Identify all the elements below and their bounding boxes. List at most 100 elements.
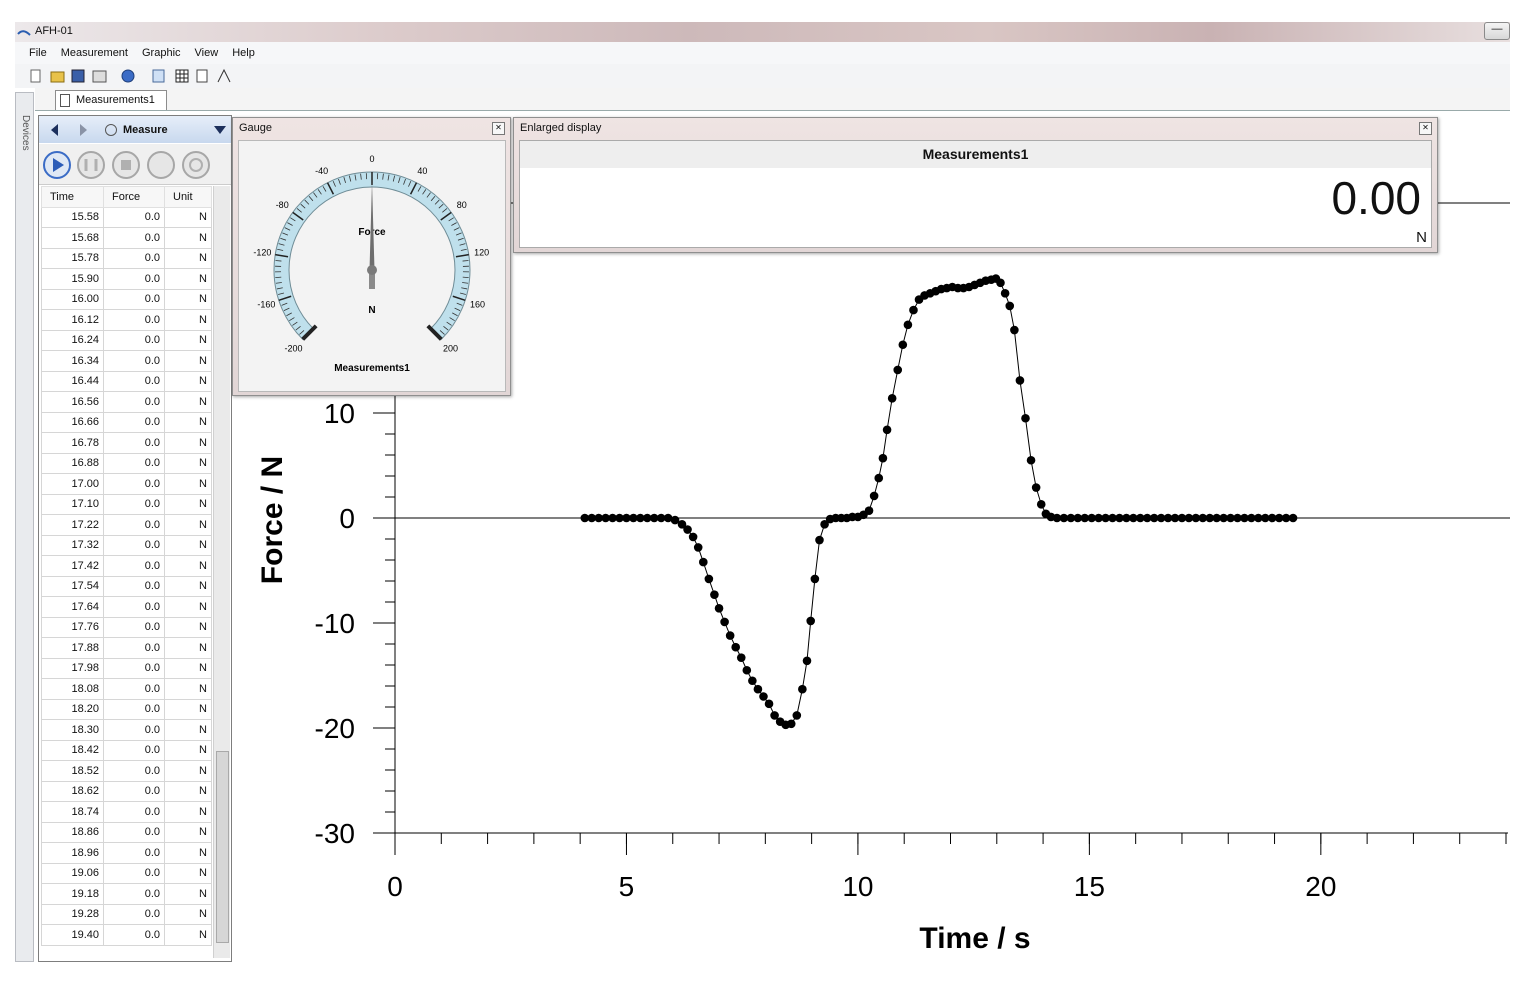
toolbar-icons (30, 68, 231, 83)
data-point (996, 278, 1005, 288)
table-row[interactable]: 18.08 0.0 N (41, 678, 212, 700)
menu-item[interactable]: Measurement (60, 47, 128, 59)
gauge-minor-tick (343, 177, 346, 184)
column-header[interactable]: Force (103, 186, 165, 208)
scroll-thumb[interactable] (216, 751, 229, 943)
table-row[interactable]: 17.32 0.0 N (41, 534, 212, 556)
table-row[interactable]: 17.76 0.0 N (41, 616, 212, 638)
table-row[interactable]: 17.00 0.0 N (41, 473, 212, 495)
window-title: Gauge (239, 122, 273, 134)
tab[interactable]: Measurements1 (55, 90, 167, 110)
gauge-minor-tick (281, 302, 288, 306)
table-row[interactable]: 17.42 0.0 N (41, 555, 212, 577)
data-point (802, 656, 812, 666)
data-point (786, 719, 796, 729)
scrollbar[interactable] (213, 186, 230, 958)
table-cell: 19.18 (41, 883, 104, 905)
table-row[interactable]: 17.22 0.0 N (41, 514, 212, 536)
table-cell: 0.0 (103, 411, 165, 433)
help-icon[interactable] (121, 69, 135, 83)
data-point (601, 513, 610, 523)
gauge-minor-tick (451, 222, 457, 226)
table-row[interactable]: 17.98 0.0 N (41, 657, 212, 679)
tab-label: Measurements1 (76, 94, 155, 106)
needle-stem (369, 270, 375, 289)
table-row[interactable]: 16.78 0.0 N (41, 432, 212, 454)
column-header[interactable]: Unit (164, 186, 212, 208)
gauge-minor-tick (308, 195, 314, 202)
table-cell: N (164, 637, 212, 659)
save-icon[interactable] (71, 69, 85, 83)
menu-item[interactable]: Help (232, 47, 255, 59)
print-icon[interactable] (92, 70, 107, 83)
data-point (731, 642, 741, 652)
table-cell: N (164, 493, 212, 515)
hand-button[interactable] (147, 151, 175, 179)
table-row[interactable]: 16.24 0.0 N (41, 329, 212, 351)
dropdown-arrow[interactable] (214, 126, 226, 134)
close-button[interactable]: ✕ (492, 122, 505, 135)
table-row[interactable]: 15.90 0.0 N (41, 268, 212, 290)
pause-button[interactable] (77, 151, 105, 179)
table-cell: N (164, 862, 212, 884)
table-row[interactable]: 17.88 0.0 N (41, 637, 212, 659)
table-row[interactable]: 19.18 0.0 N (41, 883, 212, 905)
table-row[interactable]: 15.68 0.0 N (41, 227, 212, 249)
table-cell: N (164, 801, 212, 823)
table-row[interactable]: 16.34 0.0 N (41, 350, 212, 372)
zoom-icon[interactable] (196, 69, 208, 83)
prev-arrow[interactable] (51, 124, 58, 136)
sidebar-label[interactable]: Devices (20, 115, 31, 151)
data-point (693, 543, 703, 552)
menu-item[interactable]: Graphic (142, 47, 181, 59)
table-row[interactable]: 19.40 0.0 N (41, 924, 212, 946)
table-row[interactable]: 17.54 0.0 N (41, 575, 212, 597)
minimize-button[interactable]: — (1484, 22, 1510, 40)
gauge-tick (426, 324, 443, 341)
table-cell: N (164, 206, 212, 228)
table-row[interactable]: 17.64 0.0 N (41, 596, 212, 618)
gauge-minor-tick (275, 260, 282, 262)
display-window: Enlarged display ✕ Measurements1 0.00 N (513, 117, 1438, 253)
table-row[interactable]: 18.42 0.0 N (41, 739, 212, 761)
table-row[interactable]: 19.28 0.0 N (41, 903, 212, 925)
column-header[interactable]: Time (41, 186, 104, 208)
graph-icon[interactable] (217, 68, 231, 83)
table-row[interactable]: 18.74 0.0 N (41, 801, 212, 823)
gauge-minor-tick (322, 186, 327, 192)
table-row[interactable]: 15.58 0.0 N (41, 206, 212, 228)
new-icon[interactable] (30, 69, 41, 83)
timer-button[interactable] (182, 151, 210, 179)
table-row[interactable]: 19.06 0.0 N (41, 862, 212, 884)
table-row[interactable]: 16.44 0.0 N (41, 370, 212, 392)
y-tick-label: -20 (315, 713, 355, 744)
table-icon[interactable] (175, 69, 189, 83)
table-row[interactable]: 18.20 0.0 N (41, 698, 212, 720)
data-point (810, 574, 820, 584)
table-cell: 17.22 (41, 514, 104, 536)
close-button[interactable]: ✕ (1419, 122, 1432, 135)
table-cell: N (164, 842, 212, 864)
copy-icon[interactable] (152, 69, 165, 83)
tab-icon (60, 94, 70, 107)
table-row[interactable]: 18.62 0.0 N (41, 780, 212, 802)
open-icon[interactable] (50, 71, 65, 83)
table-row[interactable]: 16.88 0.0 N (41, 452, 212, 474)
data-point (683, 525, 692, 534)
table-row[interactable]: 18.52 0.0 N (41, 760, 212, 782)
gauge-minor-tick (434, 199, 440, 205)
table-row[interactable]: 16.56 0.0 N (41, 391, 212, 413)
table-row[interactable]: 18.86 0.0 N (41, 821, 212, 843)
menu-item[interactable]: File (29, 47, 47, 59)
table-row[interactable]: 18.30 0.0 N (41, 719, 212, 741)
table-row[interactable]: 15.78 0.0 N (41, 247, 212, 269)
table-row[interactable]: 16.12 0.0 N (41, 309, 212, 331)
data-point (1149, 513, 1159, 523)
table-row[interactable]: 18.96 0.0 N (41, 842, 212, 864)
menu-item[interactable]: View (194, 47, 219, 59)
next-arrow[interactable] (80, 124, 87, 136)
table-row[interactable]: 16.66 0.0 N (41, 411, 212, 433)
table-row[interactable]: 16.00 0.0 N (41, 288, 212, 310)
measure-controls (51, 124, 226, 136)
table-row[interactable]: 17.10 0.0 N (41, 493, 212, 515)
